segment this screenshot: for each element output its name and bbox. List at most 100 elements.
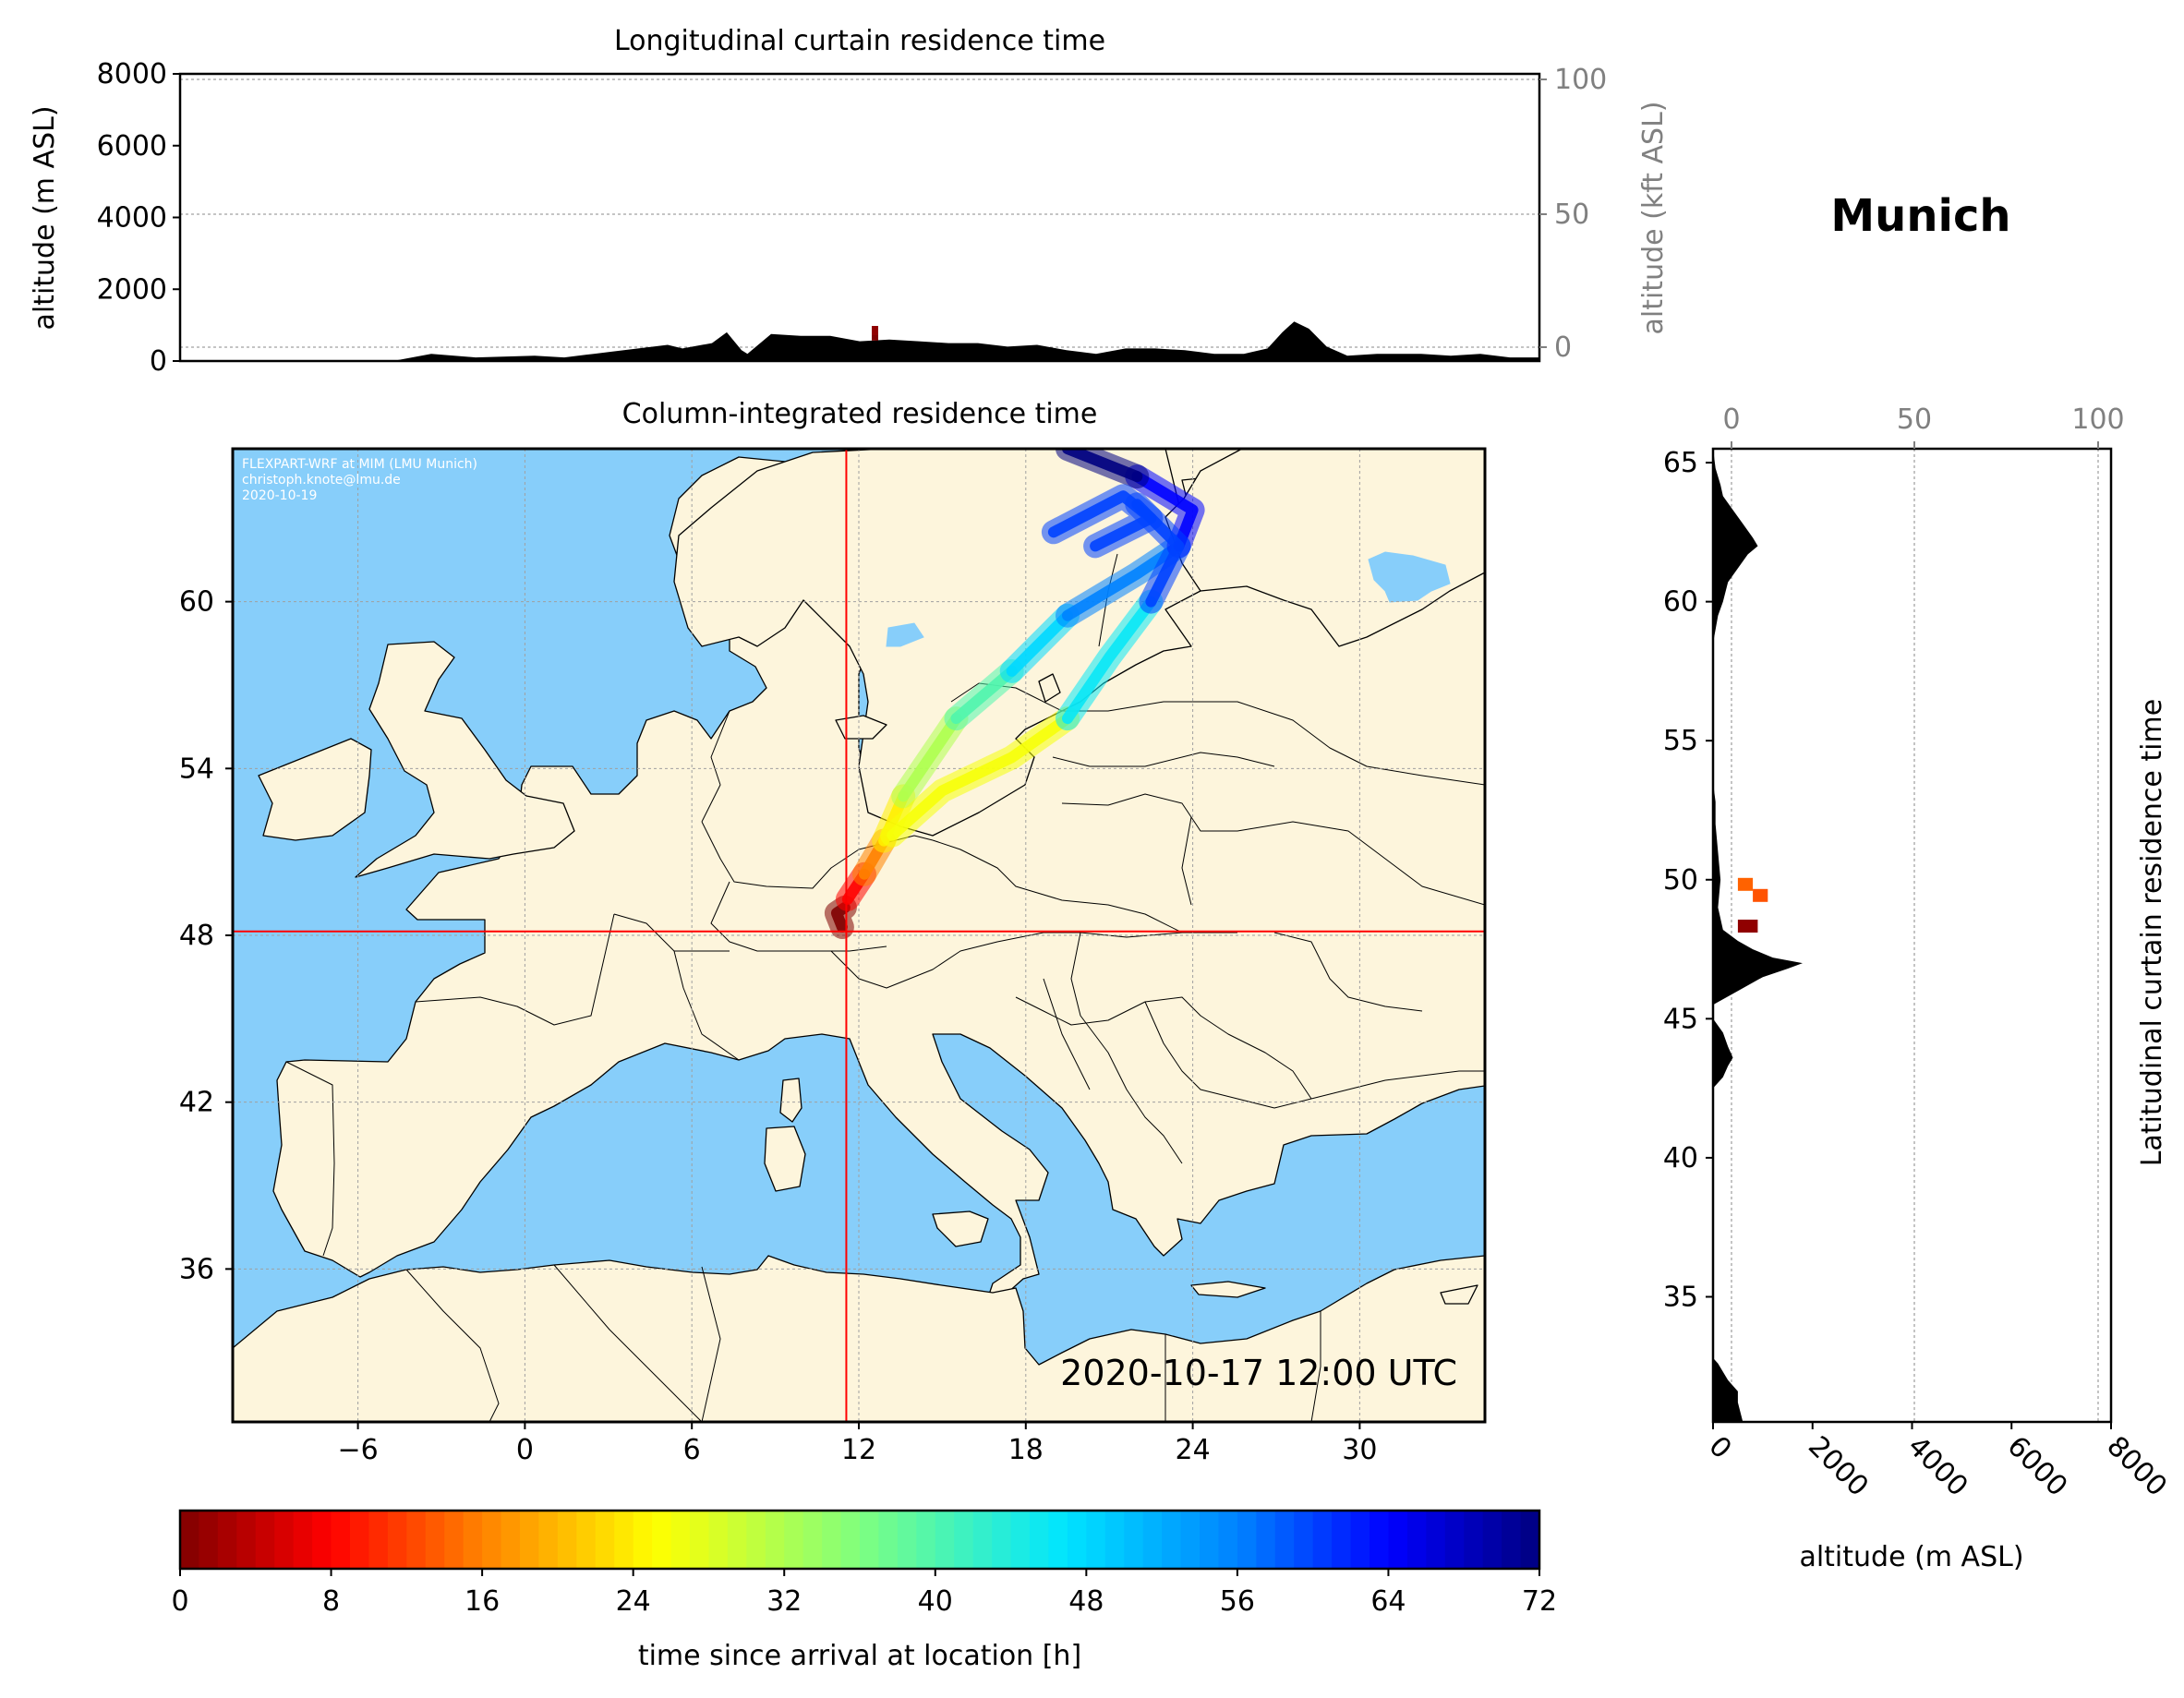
colorbar-step xyxy=(1086,1511,1106,1569)
land-crete xyxy=(1190,1281,1266,1298)
colorbar-tick-label: 0 xyxy=(171,1585,188,1618)
latitudinal-xtick-label: 0 xyxy=(1702,1430,1737,1465)
colorbar-step xyxy=(1048,1511,1068,1569)
latitudinal-xtick-label: 2000 xyxy=(1802,1430,1875,1503)
lake-vanern xyxy=(886,622,924,647)
longitudinal-title: Longitudinal curtain residence time xyxy=(614,25,1105,57)
colorbar-step xyxy=(406,1511,427,1569)
country-borders xyxy=(285,553,1485,1422)
colorbar-step xyxy=(633,1511,653,1569)
colorbar-step xyxy=(916,1511,936,1569)
credit-line-3: 2020-10-19 xyxy=(242,488,317,503)
longitudinal-residence-cell xyxy=(872,326,878,335)
map-xtick-label: 0 xyxy=(516,1434,534,1466)
colorbar-step xyxy=(1406,1511,1427,1569)
colorbar-step xyxy=(1010,1511,1031,1569)
land-corsica xyxy=(779,1078,802,1123)
colorbar-step xyxy=(1030,1511,1050,1569)
colorbar-step xyxy=(1464,1511,1484,1569)
colorbar-tick-label: 8 xyxy=(322,1585,340,1618)
colorbar-tick-label: 16 xyxy=(465,1585,500,1618)
plume-core xyxy=(1062,596,1157,725)
land-ireland xyxy=(258,738,372,841)
colorbar-step xyxy=(180,1511,200,1569)
longitudinal-ytick-label: 8000 xyxy=(97,58,167,90)
colorbar-step xyxy=(1502,1511,1522,1569)
station-title: Munich xyxy=(1830,190,2011,242)
latitudinal-ytick-label: 60 xyxy=(1663,586,1698,619)
colorbar-panel: 0 8 16 24 32 40 48 56 64 72 time since arrival at… xyxy=(171,1509,1557,1672)
colorbar-step xyxy=(255,1511,275,1569)
colorbar-step xyxy=(1067,1511,1087,1569)
colorbar-step xyxy=(1104,1511,1125,1569)
longitudinal-ytick-right-label: 50 xyxy=(1554,199,1589,231)
colorbar-step xyxy=(538,1511,559,1569)
plume-core xyxy=(887,713,1073,841)
latitudinal-ytick-label: 50 xyxy=(1663,864,1698,897)
colorbar-step xyxy=(992,1511,1012,1569)
colorbar-step xyxy=(727,1511,747,1569)
colorbar-frame xyxy=(178,1509,1541,1571)
colorbar-step xyxy=(1350,1511,1370,1569)
land-north-africa xyxy=(233,1255,1485,1422)
colorbar-step xyxy=(1294,1511,1314,1569)
colorbar-step xyxy=(652,1511,672,1569)
map-xtick-label: 12 xyxy=(841,1434,876,1466)
colorbar-step xyxy=(368,1511,389,1569)
latitudinal-ytick-label: 40 xyxy=(1663,1142,1698,1174)
colorbar-step xyxy=(1180,1511,1201,1569)
map-ytick-label: 48 xyxy=(179,920,214,952)
colorbar-step xyxy=(274,1511,295,1569)
colorbar-step xyxy=(1332,1511,1352,1569)
latitudinal-terrain xyxy=(1713,449,1803,1422)
map-ytick-label: 42 xyxy=(179,1087,214,1119)
colorbar-step xyxy=(897,1511,917,1569)
map-xtick-label: 24 xyxy=(1176,1434,1211,1466)
longitudinal-ylabel: altitude (m ASL) xyxy=(29,105,61,330)
latitudinal-residence-cell xyxy=(1753,888,1768,902)
longitudinal-ytick-right-label: 0 xyxy=(1554,331,1572,364)
colorbar-step xyxy=(972,1511,993,1569)
colorbar-step xyxy=(293,1511,313,1569)
land-mainland-europe xyxy=(272,449,1485,1312)
colorbar-step xyxy=(199,1511,219,1569)
plume-core xyxy=(1047,490,1157,552)
colorbar-step xyxy=(935,1511,955,1569)
latitudinal-xtick-top-label: 50 xyxy=(1897,403,1932,436)
colorbar-step xyxy=(595,1511,615,1569)
colorbar-step xyxy=(878,1511,899,1569)
latitudinal-residence-cell xyxy=(1737,920,1758,933)
latitudinal-frame xyxy=(1711,447,2113,1424)
colorbar-step xyxy=(765,1511,785,1569)
colorbar-step xyxy=(463,1511,483,1569)
colorbar-step xyxy=(1312,1511,1333,1569)
land-masses xyxy=(233,449,1485,1422)
longitudinal-frame xyxy=(178,72,1541,363)
longitudinal-residence-cell xyxy=(872,331,878,341)
colorbar-step xyxy=(1426,1511,1446,1569)
colorbar-step xyxy=(746,1511,766,1569)
latitudinal-xtick-label: 4000 xyxy=(1901,1430,1974,1503)
colorbar-step xyxy=(784,1511,804,1569)
colorbar-step xyxy=(860,1511,880,1569)
map-panel: Column-integrated residence time xyxy=(179,398,1487,1466)
colorbar-step xyxy=(1274,1511,1295,1569)
longitudinal-ylabel-right: altitude (kft ASL) xyxy=(1637,101,1670,334)
colorbar-step xyxy=(1200,1511,1220,1569)
colorbar-step xyxy=(614,1511,634,1569)
map-xtick-label: 30 xyxy=(1342,1434,1377,1466)
colorbar-tick-label: 40 xyxy=(918,1585,953,1618)
longitudinal-ytick-label: 0 xyxy=(150,345,167,378)
colorbar-step xyxy=(1388,1511,1408,1569)
land-cyprus xyxy=(1440,1284,1478,1305)
colorbar-step xyxy=(690,1511,710,1569)
plume-core xyxy=(1062,449,1143,483)
plume-core xyxy=(898,713,962,802)
colorbar-step xyxy=(1218,1511,1238,1569)
latitudinal-xlabel: altitude (m ASL) xyxy=(1799,1541,2023,1573)
colorbar-step xyxy=(954,1511,974,1569)
credit-line-1: FLEXPART-WRF at MIM (LMU Munich) xyxy=(242,457,477,472)
latitudinal-title: Latitudinal curtain residence time xyxy=(2136,699,2168,1166)
map-ytick-label: 54 xyxy=(179,753,214,785)
